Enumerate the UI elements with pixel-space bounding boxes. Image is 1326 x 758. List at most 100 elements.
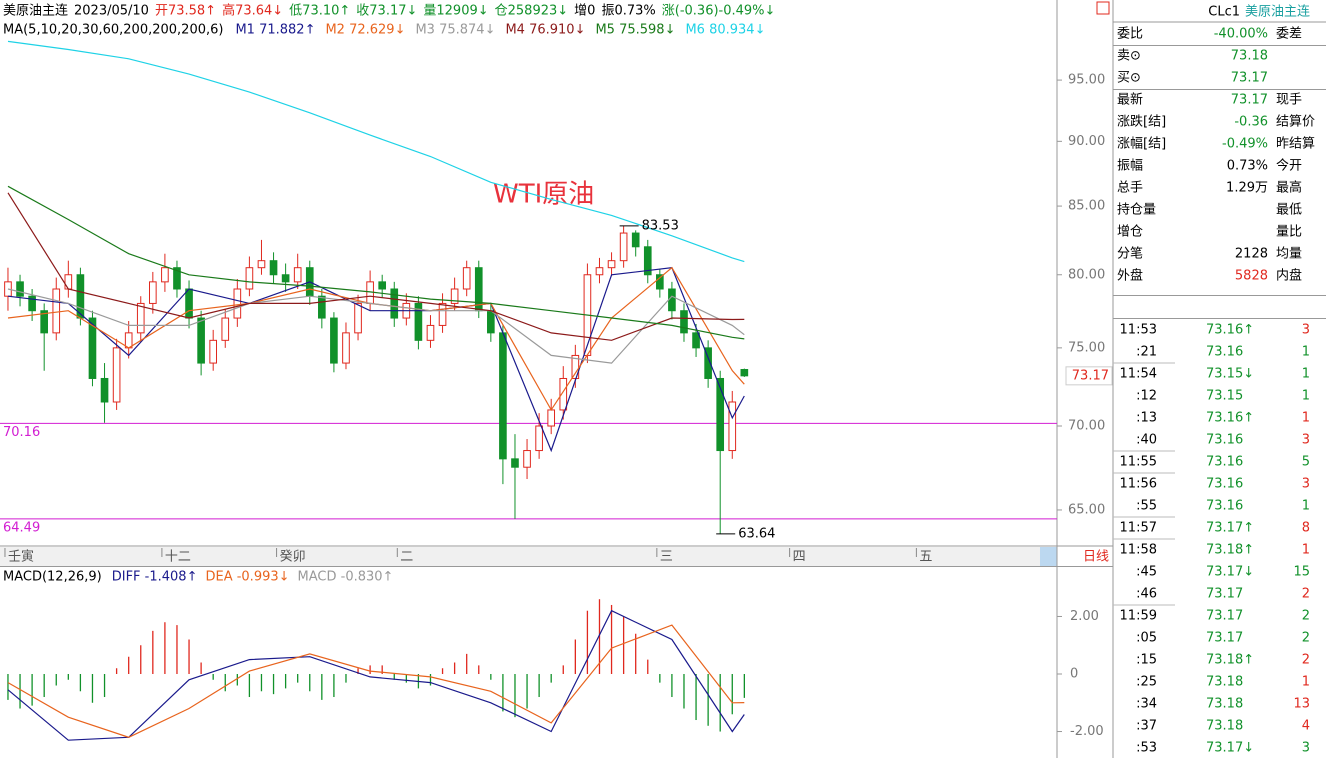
tick-time: :21 xyxy=(1136,345,1157,360)
tick-time: :53 xyxy=(1136,741,1157,756)
tick-time: :05 xyxy=(1136,631,1157,646)
quote-label: 量比 xyxy=(1276,225,1302,240)
quote-value: -0.36 xyxy=(1234,115,1268,130)
legend-item: MACD -0.830↑ xyxy=(298,570,394,585)
chart-title: WTI原油 xyxy=(493,180,594,210)
candle-body xyxy=(257,260,266,269)
quote-label: 均量 xyxy=(1276,247,1302,262)
tick-price: 73.17 xyxy=(1206,587,1243,602)
indicator-line xyxy=(7,624,745,738)
tick-time: :25 xyxy=(1136,675,1157,690)
legend-item: DIFF -1.408↑ xyxy=(112,570,198,585)
tick-time: 11:57 xyxy=(1120,521,1157,536)
candle-body xyxy=(28,295,36,312)
quote-value: 1.29万 xyxy=(1226,181,1268,196)
header-item: 开73.58↑ xyxy=(155,4,216,19)
tick-volume: 2 xyxy=(1302,587,1310,602)
quote-label: 委比 xyxy=(1117,27,1143,42)
tick-time: :13 xyxy=(1136,411,1157,426)
candle-body xyxy=(559,377,568,411)
tick-price: 73.18↑ xyxy=(1206,653,1254,668)
header-item: 低73.10↑ xyxy=(289,4,350,19)
candle-body xyxy=(523,450,531,468)
support-label: 64.49 xyxy=(3,520,40,535)
quote-label: 外盘 xyxy=(1117,268,1143,284)
extreme-label: 63.64 xyxy=(738,526,775,541)
tick-price: 73.18 xyxy=(1206,675,1243,690)
tick-volume: 8 xyxy=(1302,521,1310,536)
candle-body xyxy=(88,317,97,379)
tick-time: 11:54 xyxy=(1120,367,1157,382)
candle-body xyxy=(136,302,145,334)
symbol-code: CLc1 xyxy=(1208,5,1240,20)
tick-price: 73.16↑ xyxy=(1206,323,1254,338)
tick-price: 73.18↑ xyxy=(1206,543,1254,558)
symbol-name: 美原油主连 xyxy=(1245,4,1310,20)
candle-body xyxy=(450,288,459,304)
last-price-tag xyxy=(1065,366,1113,386)
candle-body xyxy=(209,339,218,364)
quote-label: 买⊙ xyxy=(1117,71,1141,86)
tick-volume: 15 xyxy=(1293,565,1310,580)
tick-time: :46 xyxy=(1136,587,1157,602)
candle-body xyxy=(499,332,507,460)
tick-price: 73.17 xyxy=(1206,631,1243,646)
indicator-line xyxy=(7,185,745,340)
indicator-line xyxy=(7,192,745,341)
quote-label: 总手 xyxy=(1117,181,1143,196)
indicator-line xyxy=(7,288,745,364)
tick-volume: 3 xyxy=(1302,323,1310,338)
candle-body xyxy=(281,274,290,283)
tick-time: 11:53 xyxy=(1120,323,1157,338)
header-item: 收73.17↓ xyxy=(356,4,417,19)
quote-value: 73.17 xyxy=(1231,71,1268,86)
quote-label: 涨幅[结] xyxy=(1117,137,1166,152)
tick-volume: 4 xyxy=(1302,719,1310,734)
candle-body xyxy=(668,288,676,312)
tick-time: :12 xyxy=(1136,389,1157,404)
tick-time: 11:56 xyxy=(1120,477,1157,492)
x-tick-label: 五 xyxy=(919,550,932,565)
y-tick-label: 65.00 xyxy=(1068,502,1105,517)
quote-value: -0.49% xyxy=(1222,137,1268,152)
quote-label: 昨结算 xyxy=(1276,137,1315,152)
window-button[interactable] xyxy=(1096,1,1110,15)
tick-time: :15 xyxy=(1136,653,1157,668)
x-tick-label: 癸卯 xyxy=(280,550,306,565)
tick-volume: 13 xyxy=(1293,697,1310,712)
period-label[interactable]: 日线 xyxy=(1083,550,1109,565)
candle-body xyxy=(728,401,737,452)
quote-label: 委差 xyxy=(1276,27,1302,42)
y-tick-label: 0 xyxy=(1070,667,1078,682)
candle-body xyxy=(4,281,12,297)
tick-time: :34 xyxy=(1136,697,1157,712)
candle-body xyxy=(64,274,73,290)
candle-body xyxy=(414,302,423,341)
tick-time: 11:59 xyxy=(1120,609,1157,624)
legend-item: M1 71.882↑ xyxy=(235,23,315,38)
candle-body xyxy=(390,288,399,319)
quote-value: -40.00% xyxy=(1214,27,1268,42)
header-item: 增0 xyxy=(574,4,595,19)
y-tick-label: 70.00 xyxy=(1068,419,1105,434)
tick-volume: 1 xyxy=(1302,499,1310,514)
candle-body xyxy=(173,267,181,290)
tick-volume: 1 xyxy=(1302,411,1310,426)
candle-body xyxy=(16,281,24,297)
candle-body xyxy=(221,317,230,341)
legend-item: DEA -0.993↓ xyxy=(205,570,289,585)
candle-body xyxy=(245,267,254,290)
candle-body xyxy=(149,281,157,304)
candle-body xyxy=(40,310,49,334)
tick-volume: 3 xyxy=(1302,741,1310,756)
quote-label: 最低 xyxy=(1276,203,1302,218)
support-label: 70.16 xyxy=(3,425,40,440)
candle-body xyxy=(716,377,725,452)
date-axis-bar xyxy=(0,547,1057,566)
tick-price: 73.18 xyxy=(1206,697,1243,712)
scroll-handle[interactable] xyxy=(1040,547,1057,566)
y-tick-label: 90.00 xyxy=(1068,134,1105,149)
candle-body xyxy=(330,317,338,364)
tick-time: :55 xyxy=(1136,499,1157,514)
quote-label: 现手 xyxy=(1276,93,1302,108)
